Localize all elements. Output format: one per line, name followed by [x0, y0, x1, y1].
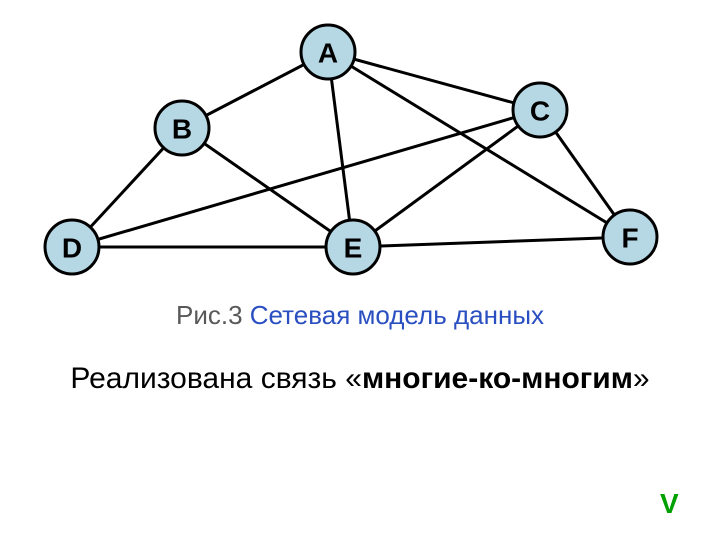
nodes-layer: A B C D E F: [45, 25, 657, 274]
statement-bold: многие-ко-многим: [362, 362, 633, 395]
node-label-D: D: [62, 233, 82, 264]
statement-before: Реализована связь «: [70, 362, 362, 395]
caption-title: Сетевая модель данных: [250, 300, 544, 330]
node-A: A: [301, 25, 355, 79]
statement-line: Реализована связь «многие-ко-многим»: [0, 362, 720, 396]
edges-layer: [72, 52, 630, 247]
node-B: B: [155, 101, 209, 155]
network-graph: A B C D E F: [0, 0, 720, 540]
edge-B-E: [182, 128, 353, 247]
node-label-A: A: [318, 38, 338, 69]
edge-A-F: [328, 52, 630, 237]
edge-C-E: [353, 110, 540, 247]
node-E: E: [326, 220, 380, 274]
node-label-C: C: [530, 96, 550, 127]
corner-mark: V: [660, 488, 679, 520]
edge-C-D: [72, 110, 540, 247]
node-label-B: B: [172, 114, 192, 145]
node-label-F: F: [621, 223, 638, 254]
node-D: D: [45, 220, 99, 274]
caption-prefix: Рис.3: [176, 300, 250, 330]
edge-E-F: [353, 237, 630, 247]
node-C: C: [513, 83, 567, 137]
edge-A-C: [328, 52, 540, 110]
figure-caption: Рис.3 Сетевая модель данных: [0, 300, 720, 331]
node-label-E: E: [344, 233, 363, 264]
diagram-canvas: { "viewport": { "width": 720, "height": …: [0, 0, 720, 540]
node-F: F: [603, 210, 657, 264]
edge-A-E: [328, 52, 353, 247]
statement-after: »: [633, 362, 650, 395]
